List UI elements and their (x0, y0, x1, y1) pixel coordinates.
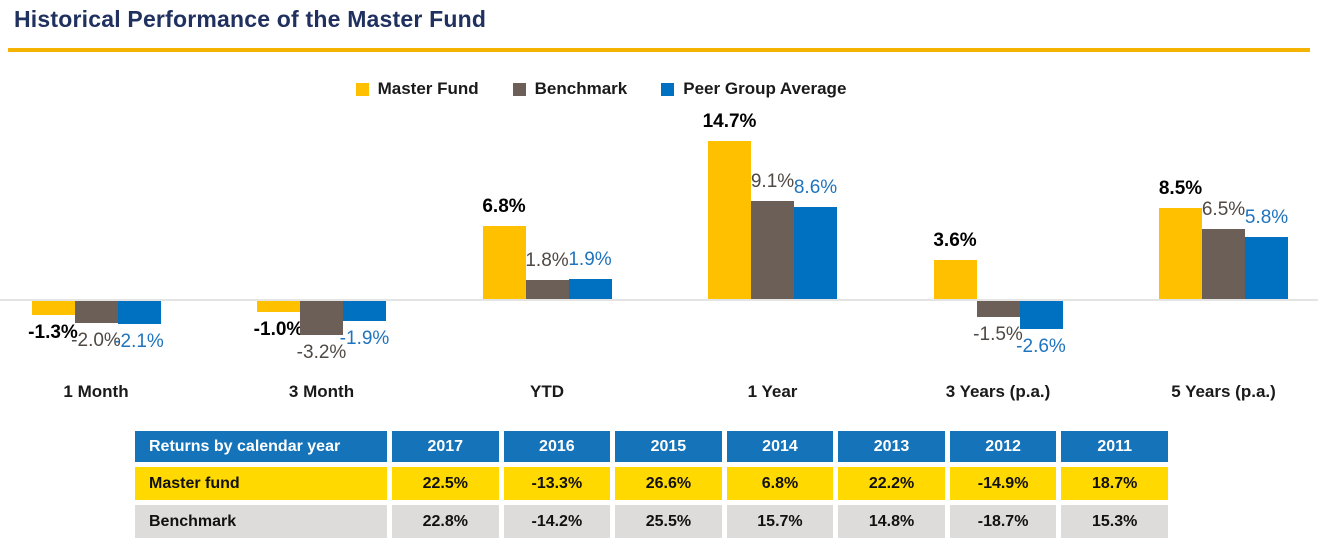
cell-benchmark-2014: 15.7% (726, 505, 834, 538)
category-label-1-year: 1 Year (747, 382, 798, 401)
value-label-benchmark-1-year: 9.1% (750, 171, 795, 193)
value-label-peer-group-average-1-month: -2.1% (114, 330, 164, 352)
table-header-year-2014: 2014 (726, 431, 834, 462)
category-label-3-month: 3 Month (288, 382, 355, 401)
value-label-master-fund-ytd: 6.8% (482, 195, 526, 217)
value-label-benchmark-1-month: -2.0% (71, 329, 121, 351)
row-label-benchmark: Benchmark (135, 505, 387, 538)
cell-benchmark-2012: -18.7% (949, 505, 1057, 538)
cell-master-fund-2016: -13.3% (503, 467, 611, 500)
bar-benchmark-3-month (300, 301, 343, 336)
legend-label: Benchmark (534, 79, 628, 98)
bar-peer-group-average-5-years-p-a (1245, 236, 1288, 299)
table-header-year-2016: 2016 (503, 431, 611, 462)
table-row-master-fund: Master fund 22.5% -13.3% 26.6% 6.8% 22.2% -14.… (135, 467, 1168, 500)
cell-benchmark-2011: 15.3% (1061, 505, 1168, 538)
bar-master-fund-ytd (482, 225, 526, 299)
bar-master-fund-1-month (31, 301, 75, 315)
bar-master-fund-3-month (257, 301, 300, 312)
cell-master-fund-2011: 18.7% (1061, 467, 1168, 500)
value-label-peer-group-average-5-years-p-a: 5.8% (1244, 206, 1289, 228)
table-header-year-2013: 2013 (838, 431, 945, 462)
bar-peer-group-average-ytd (568, 278, 612, 299)
zero-axis-line (0, 299, 1318, 301)
bar-benchmark-5-years-p-a (1202, 229, 1245, 299)
bar-peer-group-average-1-year (794, 206, 837, 299)
bar-benchmark-1-month (74, 301, 118, 323)
cell-benchmark-2017: 22.8% (392, 505, 499, 538)
cell-master-fund-2017: 22.5% (392, 467, 499, 500)
value-label-master-fund-3-years-p-a: 3.6% (933, 230, 977, 252)
returns-table: Returns by calendar year 2017 2016 2015 2014… (130, 426, 1173, 543)
bar-peer-group-average-1-month (117, 301, 161, 324)
category-label-5-years-p-a: 5 Years (p.a.) (1171, 382, 1276, 401)
value-label-benchmark-ytd: 1.8% (525, 249, 569, 271)
category-label-1-month: 1 Month (63, 382, 129, 401)
value-label-master-fund-5-years-p-a: 8.5% (1158, 177, 1203, 199)
bar-master-fund-3-years-p-a (933, 260, 977, 299)
value-label-benchmark-3-years-p-a: -1.5% (973, 324, 1023, 346)
table-header-year-2017: 2017 (392, 431, 499, 462)
bar-peer-group-average-3-years-p-a (1019, 301, 1063, 329)
legend-swatch-icon (661, 82, 675, 96)
table-header-year-2011: 2011 (1061, 431, 1168, 462)
cell-benchmark-2015: 25.5% (615, 505, 722, 538)
category-label-3-years-p-a: 3 Years (p.a.) (945, 382, 1051, 401)
cell-master-fund-2012: -14.9% (949, 467, 1057, 500)
legend-label: Master Fund (377, 79, 479, 98)
value-label-master-fund-1-year: 14.7% (702, 110, 757, 132)
value-label-peer-group-average-3-years-p-a: -2.6% (1016, 335, 1066, 357)
value-label-benchmark-5-years-p-a: 6.5% (1201, 199, 1246, 221)
bar-chart: -1.3% -2.0% -2.1% 1 Month -1.0% -3.2% -1.9% 3 M… (0, 110, 1318, 422)
chart-legend: Master Fund Benchmark Peer Group Average (0, 79, 1260, 99)
page-title: Historical Performance of the Master Fun… (14, 6, 487, 32)
bar-master-fund-1-year (708, 140, 751, 299)
category-label-ytd: YTD (530, 382, 564, 401)
cell-benchmark-2013: 14.8% (838, 505, 945, 538)
cell-master-fund-2015: 26.6% (615, 467, 722, 500)
cell-master-fund-2013: 22.2% (838, 467, 945, 500)
value-label-master-fund-1-month: -1.3% (28, 321, 78, 343)
bar-master-fund-5-years-p-a (1159, 207, 1202, 299)
bar-benchmark-1-year (751, 201, 794, 299)
legend-label: Peer Group Average (683, 79, 847, 98)
table-row-benchmark: Benchmark 22.8% -14.2% 25.5% 15.7% 14.8% -18.7… (135, 505, 1168, 538)
cell-benchmark-2016: -14.2% (503, 505, 611, 538)
bar-benchmark-3-years-p-a (976, 301, 1020, 318)
cell-master-fund-2014: 6.8% (726, 467, 834, 500)
value-label-peer-group-average-3-month: -1.9% (339, 328, 390, 350)
value-label-peer-group-average-ytd: 1.9% (568, 248, 612, 270)
value-label-master-fund-3-month: -1.0% (253, 318, 304, 340)
bar-benchmark-ytd (525, 279, 569, 299)
legend-swatch-icon (512, 82, 526, 96)
legend-swatch-icon (355, 82, 369, 96)
table-header-row: Returns by calendar year 2017 2016 2015 2014… (135, 431, 1168, 462)
legend-item-master-fund: Master Fund (355, 79, 479, 99)
value-label-peer-group-average-1-year: 8.6% (793, 176, 838, 198)
row-label-master-fund: Master fund (135, 467, 387, 500)
title-divider (8, 48, 1310, 52)
value-label-benchmark-3-month: -3.2% (296, 342, 347, 364)
legend-item-peer-group-average: Peer Group Average (661, 79, 846, 99)
table-header-year-2015: 2015 (615, 431, 722, 462)
table-header-year-2012: 2012 (949, 431, 1057, 462)
legend-item-benchmark: Benchmark (512, 79, 628, 99)
bar-peer-group-average-3-month (343, 301, 386, 322)
table-header-label: Returns by calendar year (135, 431, 387, 462)
